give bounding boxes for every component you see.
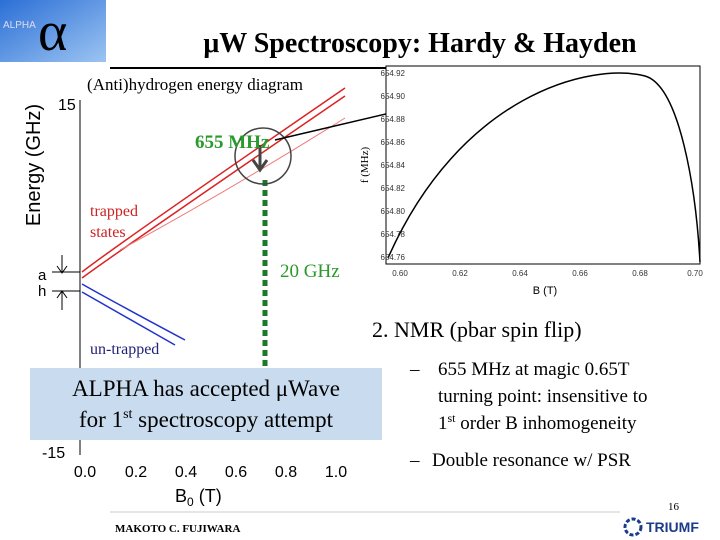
inset-x-ticks: 0.60 0.62 0.64 0.66 0.68 0.70 bbox=[392, 269, 703, 278]
tick: 654.86 bbox=[381, 138, 406, 147]
x-ticks: 0.0 0.2 0.4 0.6 0.8 1.0 bbox=[74, 464, 347, 481]
inset-y-ticks: 654.92 654.90 654.88 654.86 654.84 654.8… bbox=[381, 69, 406, 262]
curve bbox=[81, 87, 346, 273]
inset-y-label: f (MHz) bbox=[359, 146, 371, 183]
label: 20 GHz bbox=[280, 261, 340, 282]
x-tick: 0.2 bbox=[125, 464, 147, 481]
tick: 0.60 bbox=[392, 269, 408, 278]
bullet-mark: – bbox=[409, 450, 420, 471]
highlight bbox=[234, 127, 292, 185]
callout-box bbox=[30, 368, 382, 440]
caption: (Anti)hydrogen energy diagram bbox=[87, 75, 303, 94]
page-number: 16 bbox=[668, 501, 680, 513]
x-tick: 1.0 bbox=[325, 464, 347, 481]
tick: 654.92 bbox=[381, 69, 406, 78]
heading: 2. NMR (pbar spin flip) bbox=[372, 317, 582, 342]
tick: 654.88 bbox=[381, 115, 406, 124]
x-tick: 0.0 bbox=[74, 464, 96, 481]
logo-box bbox=[0, 0, 106, 62]
logo-small: ALPHA bbox=[3, 20, 36, 31]
gap-marker bbox=[52, 255, 80, 310]
y-label: Energy (GHz) bbox=[23, 104, 45, 226]
y-tick: -15 bbox=[42, 445, 65, 462]
curve bbox=[81, 95, 346, 279]
title: μW Spectroscopy: Hardy & Hayden bbox=[203, 28, 637, 59]
logo-symbol: α bbox=[38, 1, 67, 63]
tick: 654.80 bbox=[381, 207, 406, 216]
x-tick: 0.4 bbox=[175, 464, 197, 481]
callout: for 1st spectroscopy attempt bbox=[79, 407, 334, 432]
bullet-mark: – bbox=[409, 359, 420, 380]
tick: 0.64 bbox=[512, 269, 528, 278]
inset-frame bbox=[385, 65, 701, 265]
tick: 654.84 bbox=[381, 161, 406, 170]
tick: 654.78 bbox=[381, 230, 406, 239]
author: MAKOTO C. FUJIWARA bbox=[115, 523, 240, 535]
tick: 0.62 bbox=[452, 269, 468, 278]
curve bbox=[81, 291, 176, 346]
label: trapped states bbox=[90, 203, 138, 241]
bullet: Double resonance w/ PSR bbox=[432, 450, 631, 471]
label: a bbox=[38, 267, 47, 284]
callout: ALPHA has accepted μWave bbox=[72, 376, 340, 401]
inset-curve bbox=[387, 72, 701, 263]
label: un-trapped bbox=[90, 341, 159, 358]
tick: 654.90 bbox=[381, 92, 406, 101]
bullet: 655 MHz at magic 0.65T bbox=[438, 359, 630, 380]
x-label: B0 (T) bbox=[175, 486, 222, 509]
curve bbox=[81, 283, 186, 341]
x-tick: 0.6 bbox=[225, 464, 247, 481]
institution: TRIUMF bbox=[646, 519, 699, 535]
bullets: – 655 MHz at magic 0.65T turning point: … bbox=[409, 359, 648, 471]
tick: 0.70 bbox=[687, 269, 703, 278]
bullet: 1st order B inhomogeneity bbox=[438, 411, 637, 434]
tick: 0.66 bbox=[572, 269, 588, 278]
y-tick: 15 bbox=[58, 97, 76, 114]
bullet: turning point: insensitive to bbox=[438, 386, 648, 407]
arrow bbox=[251, 145, 269, 173]
inset-x-label: B (T) bbox=[533, 285, 557, 297]
tick: 654.76 bbox=[381, 253, 406, 262]
curve bbox=[119, 117, 346, 251]
label: h bbox=[38, 283, 46, 300]
tick: 0.68 bbox=[632, 269, 648, 278]
label: 655 MHz bbox=[195, 132, 270, 153]
tick: 654.82 bbox=[381, 184, 406, 193]
x-tick: 0.8 bbox=[275, 464, 297, 481]
triumf-logo bbox=[623, 517, 643, 537]
